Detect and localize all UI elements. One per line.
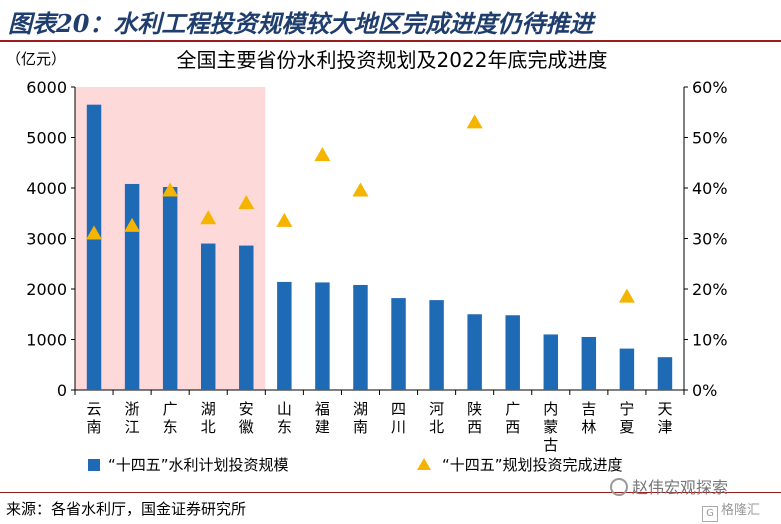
y-axis-left-unit: （亿元）	[6, 50, 66, 68]
watermark-text: 赵伟宏观探索	[632, 478, 729, 497]
gelonghui-logo-icon: G	[702, 506, 718, 522]
y-left-tick-label: 5000	[26, 129, 67, 148]
progress-marker	[162, 182, 179, 197]
progress-marker	[200, 210, 217, 225]
y-right-tick-label: 0%	[692, 381, 717, 400]
y-right-tick-label: 10%	[692, 331, 728, 350]
x-tick-label: 陕西	[467, 400, 482, 436]
bar	[315, 282, 330, 390]
x-tick-label: 河北	[429, 400, 444, 436]
x-tick-label: 广西	[505, 400, 520, 436]
bar	[124, 183, 140, 390]
chart: 全国主要省份水利投资规划及2022年底完成进度 （亿元） 0 1000 2000 30…	[6, 48, 728, 474]
bar	[581, 336, 597, 390]
figure-title: 图表20：水利工程投资规模较大地区完成进度仍待推进	[8, 9, 594, 38]
y-right-tick-label: 40%	[692, 179, 728, 198]
y-left-tick-label: 4000	[26, 179, 67, 198]
x-tick-label: 浙江	[125, 400, 140, 436]
progress-marker	[238, 195, 255, 210]
y-left-tick-label: 3000	[26, 230, 67, 249]
progress-marker	[466, 114, 483, 129]
source-note: 来源：各省水利厅，国金证券研究所	[6, 500, 247, 518]
bar	[353, 284, 368, 390]
bar	[86, 104, 102, 391]
x-tick-label: 内蒙古	[543, 400, 558, 454]
watermark: 赵伟宏观探索	[610, 474, 728, 498]
chart-title: 全国主要省份水利投资规划及2022年底完成进度	[177, 48, 608, 72]
y-right-tick-label: 60%	[692, 78, 728, 97]
y-left-tick-label: 2000	[26, 280, 67, 299]
x-tick-label: 云南	[87, 400, 102, 436]
legend-marker-label: “十四五”规划投资完成进度	[442, 456, 623, 474]
bar	[429, 300, 444, 390]
footer-rule	[0, 492, 781, 493]
legend-bar-label: “十四五”水利计划投资规模	[108, 456, 289, 474]
legend-marker-swatch	[417, 458, 431, 470]
x-tick-label: 湖北	[201, 400, 216, 436]
progress-marker	[618, 288, 635, 303]
bar	[543, 334, 559, 390]
y-left-tick-label: 1000	[26, 331, 67, 350]
x-tick-label: 广东	[163, 400, 178, 436]
legend-bar-swatch	[88, 459, 100, 471]
x-tick-label: 天津	[657, 400, 672, 436]
progress-marker	[86, 225, 103, 240]
progress-marker	[124, 217, 141, 232]
x-tick-label: 吉林	[581, 400, 596, 436]
x-tick-label: 湖南	[353, 400, 368, 436]
y-left-tick-label: 0	[57, 381, 67, 400]
bar	[657, 357, 673, 390]
x-tick-label: 福建	[315, 400, 330, 436]
bar	[277, 281, 292, 390]
progress-marker	[314, 147, 331, 162]
figure-header: 图表20：水利工程投资规模较大地区完成进度仍待推进	[0, 0, 781, 42]
bar	[467, 314, 482, 390]
bar	[200, 243, 216, 390]
plot-area: 0 1000 2000 3000 4000 5000 6000 0% 10% 20% 30% 40% 5…	[26, 78, 727, 474]
bar	[391, 298, 406, 390]
bar	[505, 315, 520, 390]
x-tick-label: 安徽	[239, 400, 254, 436]
y-right-tick-label: 50%	[692, 129, 728, 148]
watermark-sub-text: 格隆汇	[721, 503, 761, 518]
watermark-sub: G 格隆汇	[702, 499, 760, 522]
bar	[239, 245, 254, 390]
progress-marker	[352, 182, 369, 197]
y-right-tick-label: 30%	[692, 230, 728, 249]
x-tick-label: 四川	[391, 400, 406, 436]
y-left-tick-label: 6000	[26, 78, 67, 97]
y-right-tick-label: 20%	[692, 280, 728, 299]
x-tick-label: 山东	[277, 400, 292, 436]
wechat-icon	[610, 478, 628, 496]
x-tick-label: 宁夏	[619, 400, 634, 436]
progress-marker	[276, 212, 293, 227]
bar	[162, 186, 178, 390]
header-rule	[0, 40, 781, 42]
bar	[619, 348, 635, 390]
